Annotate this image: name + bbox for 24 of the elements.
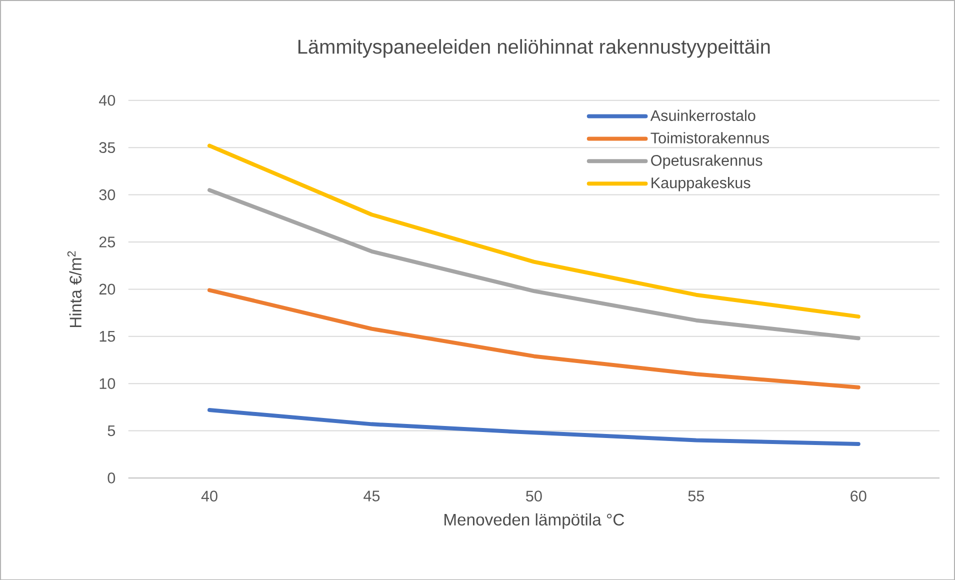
y-tick-label: 20 (99, 284, 116, 294)
legend-label: Opetusrakennus (651, 154, 762, 169)
y-tick-label: 35 (99, 142, 116, 153)
chart-title: Lämmityspaneeleiden neliöhinnat rakennustyypeittäin (298, 38, 770, 58)
y-tick-label: 15 (100, 330, 116, 342)
y-tick-label: 5 (108, 425, 116, 436)
x-tick-label: 50 (526, 490, 542, 502)
y-tick-label: 30 (99, 189, 116, 200)
legend-label: Asuinkerrostalo (650, 110, 756, 121)
x-tick-label: 55 (688, 490, 704, 502)
x-axis-title: Menoveden lämpötila °C (444, 513, 624, 529)
legend-label: Toimistorakennus (650, 132, 769, 144)
line-series (207, 288, 860, 390)
x-tick-label: 45 (364, 490, 380, 502)
line-series (207, 408, 860, 446)
legend-label: Kauppakeskus (652, 176, 750, 192)
y-tick-label: 25 (99, 236, 116, 248)
line-series (207, 144, 860, 318)
y-tick-label: 0 (108, 472, 116, 484)
y-axis-title: Hinta €/m$^{2}$ (67, 251, 82, 327)
x-tick-label: 40 (201, 490, 218, 502)
y-tick-label: 10 (100, 378, 116, 389)
y-tick-label: 40 (99, 94, 116, 106)
x-tick-label: 60 (850, 490, 866, 502)
